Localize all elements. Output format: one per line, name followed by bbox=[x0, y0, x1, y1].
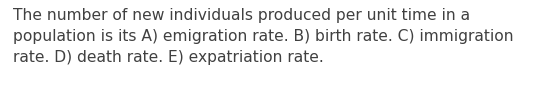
Text: The number of new individuals produced per unit time in a
population is its A) e: The number of new individuals produced p… bbox=[13, 8, 513, 65]
